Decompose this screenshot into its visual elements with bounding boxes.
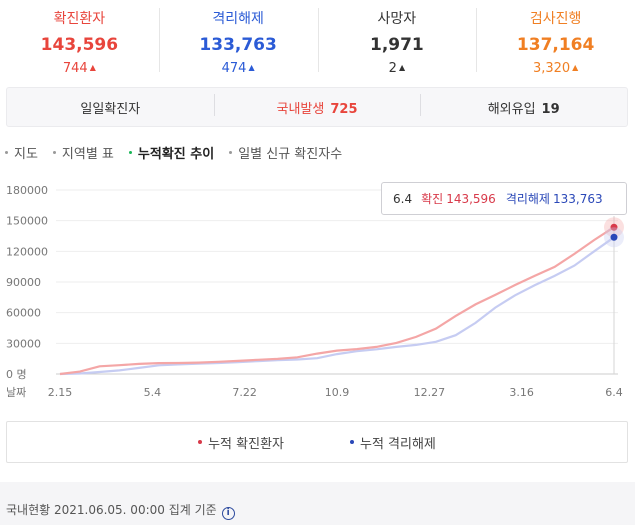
x-tick-label: 10.9: [325, 386, 350, 399]
stat-delta: 744 ▲: [0, 60, 159, 77]
tooltip-confirmed-label: 확진: [421, 192, 444, 206]
stat-delta-value: 2: [388, 61, 397, 76]
stat-label: 사망자: [377, 11, 417, 27]
tab-label: 지도: [14, 147, 38, 162]
stat-label: 검사진행: [529, 11, 582, 27]
tooltip-date: 6.4: [393, 191, 413, 206]
bullet-icon: [229, 151, 233, 154]
tab-label: 지역별 표: [61, 147, 114, 162]
footer-text: 국내현황 2021.06.05. 00:00 집계 기준: [6, 503, 217, 517]
stat-delta-value: 3,320: [532, 61, 571, 76]
stat-released: 격리해제 133,763 474 ▲: [158, 0, 318, 80]
x-axis-title: 날짜: [6, 386, 26, 399]
tab-map[interactable]: 지도: [5, 143, 38, 162]
y-tick-label: 180000: [6, 184, 48, 197]
tab-region-table[interactable]: 지역별 표: [52, 143, 114, 162]
tab-label: 일별 신규 확진자수: [238, 147, 343, 162]
tab-daily-new-cases[interactable]: 일별 신규 확진자수: [229, 143, 343, 162]
daily-label: 일일확진자: [80, 101, 141, 117]
domestic-value: 725: [330, 101, 358, 117]
stat-value: 1,971: [369, 35, 424, 55]
legend-label: 누적 격리해제: [360, 436, 436, 452]
stat-confirmed: 확진환자 143,596 744 ▲: [0, 0, 159, 80]
triangle-up-icon: ▲: [89, 63, 96, 72]
stat-value: 143,596: [40, 35, 119, 55]
x-tick-label: 12.27: [414, 386, 446, 399]
chart-tooltip: 6.4 확진 143,596 격리해제 133,763: [381, 182, 627, 215]
tooltip-confirmed-value: 143,596: [446, 191, 496, 206]
x-tick-label: 7.22: [232, 386, 257, 399]
legend-dot-icon: [350, 439, 354, 444]
stat-delta-value: 744: [62, 61, 88, 76]
daily-cases-label: 일일확진자: [7, 98, 214, 117]
x-tick-label: 5.4: [144, 386, 162, 399]
bullet-icon: [52, 151, 56, 154]
stat-deaths: 사망자 1,971 2 ▲: [317, 0, 477, 80]
stat-label: 확진환자: [53, 11, 106, 27]
legend-item-released[interactable]: 누적 격리해제: [350, 433, 436, 452]
footer-info: 국내현황 2021.06.05. 00:00 집계 기준 i: [0, 482, 635, 525]
chart-tabs: 지도 지역별 표 누적확진 추이 일별 신규 확진자수: [5, 143, 357, 162]
y-tick-label: 0 명: [6, 368, 27, 381]
stat-delta: 3,320 ▲: [476, 60, 635, 77]
y-tick-label: 90000: [6, 276, 41, 289]
released-marker: [610, 233, 618, 241]
stat-label: 격리해제: [212, 11, 264, 27]
daily-cases-bar: 일일확진자 국내발생 725 해외유입 19: [6, 87, 628, 127]
x-tick-label: 6.4: [605, 386, 623, 399]
stat-value: 137,164: [516, 35, 595, 55]
x-tick-label: 3.16: [509, 386, 534, 399]
confirmed-series-line: [59, 226, 615, 376]
triangle-up-icon: ▲: [572, 63, 579, 72]
cumulative-trend-chart[interactable]: 0 명 30000 60000 90000 120000 150000 180000 날짜 2.…: [0, 172, 635, 407]
triangle-up-icon: ▲: [248, 63, 255, 72]
stat-testing: 검사진행 137,164 3,320 ▲: [476, 0, 635, 80]
legend-label: 누적 확진환자: [208, 436, 284, 452]
bullet-icon: [128, 151, 132, 154]
stats-summary: 확진환자 143,596 744 ▲ 격리해제 133,763 474 ▲ 사망자 …: [0, 0, 635, 80]
legend-dot-icon: [198, 439, 203, 444]
bullet-icon: [5, 151, 8, 154]
stat-delta: 474 ▲: [159, 60, 318, 77]
y-tick-label: 150000: [6, 215, 48, 228]
triangle-up-icon: ▲: [398, 63, 406, 72]
domestic-cases: 국내발생 725: [213, 93, 421, 117]
tab-cumulative-trend[interactable]: 누적확진 추이: [128, 143, 215, 162]
released-series-line: [59, 236, 615, 376]
tooltip-released-label: 격리해제: [505, 192, 550, 206]
tab-label: 누적확진 추이: [137, 147, 215, 162]
legend-item-confirmed[interactable]: 누적 확진환자: [198, 433, 284, 452]
stat-value: 133,763: [199, 35, 277, 55]
confirmed-marker: [610, 223, 618, 231]
tooltip-released-value: 133,763: [552, 191, 603, 206]
y-tick-label: 120000: [6, 245, 48, 258]
chart-legend: 누적 확진환자 누적 격리해제: [6, 421, 628, 463]
abroad-label: 해외유입: [487, 101, 536, 117]
info-icon[interactable]: i: [221, 507, 235, 520]
domestic-label: 국내발생: [276, 101, 325, 117]
x-tick-label: 2.15: [48, 386, 73, 399]
stat-delta: 2 ▲: [318, 60, 477, 77]
y-tick-label: 60000: [6, 307, 41, 320]
abroad-value: 19: [541, 101, 560, 117]
y-tick-label: 30000: [6, 337, 41, 350]
stat-delta-value: 474: [221, 61, 247, 76]
abroad-cases: 해외유입 19: [420, 93, 627, 117]
